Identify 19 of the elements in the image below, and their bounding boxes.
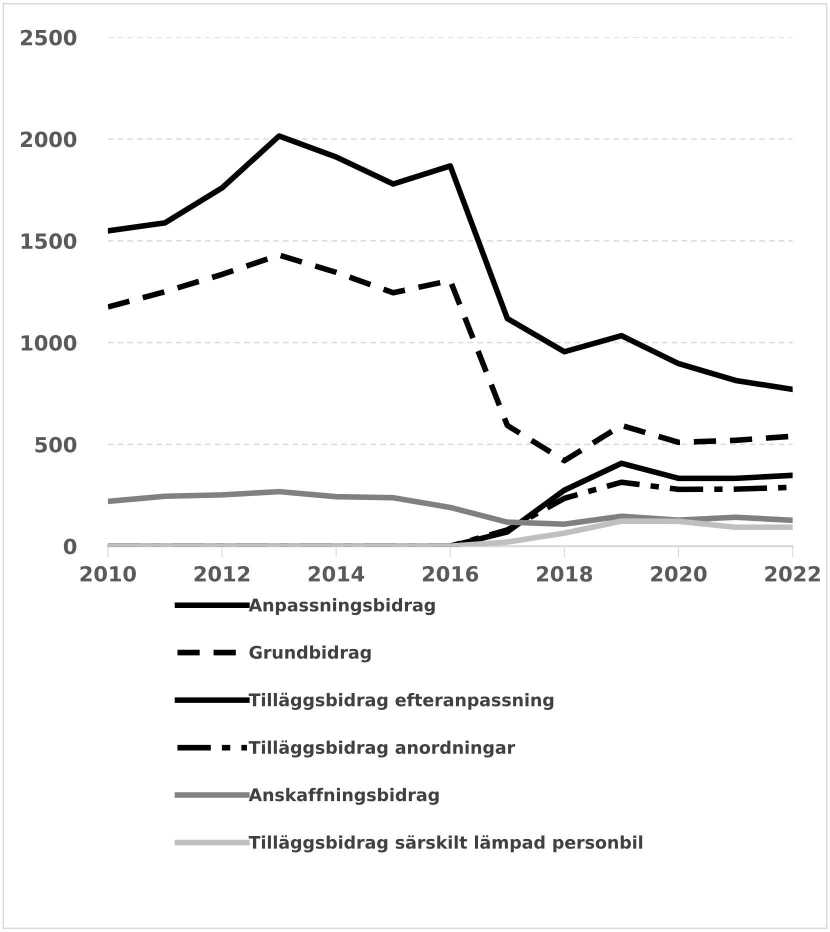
- x-tick-label: 2012: [194, 566, 250, 582]
- legend-label: Tilläggsbidrag anordningar: [248, 740, 516, 758]
- x-tick-label: 2014: [308, 566, 364, 582]
- y-tick-label: 1000: [22, 335, 76, 351]
- legend-label: Grundbidrag: [250, 645, 371, 662]
- x-tick-label: 2010: [80, 566, 136, 582]
- y-tick-label: 500: [35, 436, 76, 453]
- x-tick-label: 2022: [765, 566, 820, 582]
- y-tick-label: 0: [64, 538, 76, 554]
- legend-label: Anpassningsbidrag: [248, 598, 435, 616]
- legend-label: Tilläggsbidrag särskilt lämpad personbil: [248, 835, 642, 852]
- x-tick-label: 2020: [651, 566, 707, 582]
- y-tick-label: 1500: [22, 233, 76, 250]
- y-tick-label: 2000: [21, 132, 76, 148]
- x-tick-label: 2016: [422, 566, 478, 582]
- legend-label: Tilläggsbidrag efteranpassning: [248, 692, 554, 710]
- x-tick-label: 2018: [537, 566, 592, 582]
- y-tick-label: 2500: [21, 30, 76, 46]
- legend-label: Anskaffningsbidrag: [248, 788, 439, 805]
